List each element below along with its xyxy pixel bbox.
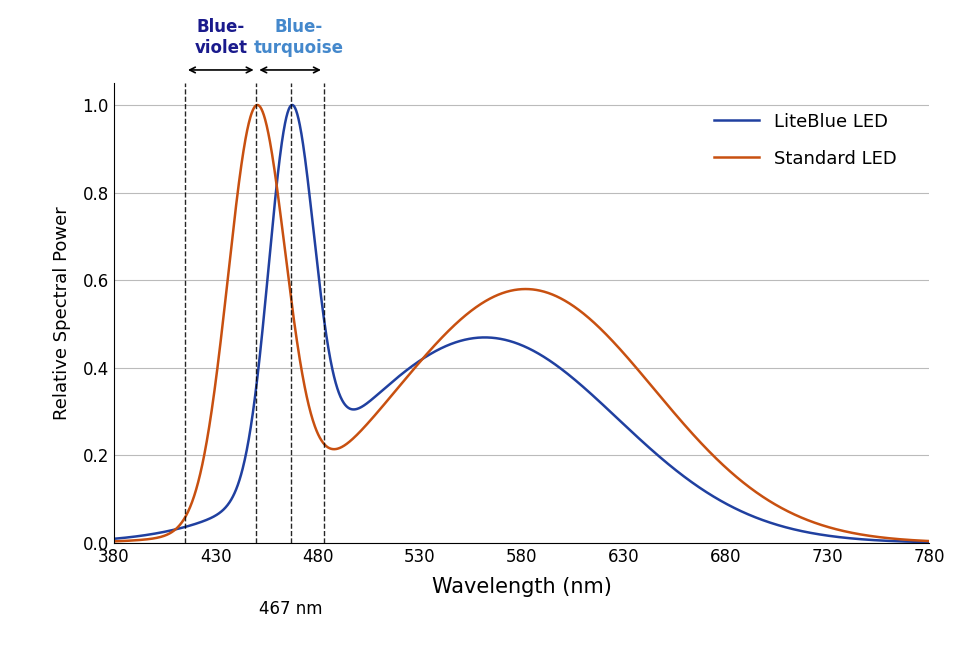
- X-axis label: Wavelength (nm): Wavelength (nm): [432, 577, 612, 597]
- Text: Blue-
turquoise: Blue- turquoise: [253, 18, 344, 57]
- LiteBlue LED: [286, 101, 298, 109]
- Line: LiteBlue LED: LiteBlue LED: [113, 105, 929, 542]
- Standard LED: [252, 101, 263, 109]
- Standard LED: [900, 535, 912, 543]
- LiteBlue LED: [108, 535, 119, 543]
- Standard LED: [483, 295, 494, 303]
- Y-axis label: Relative Spectral Power: Relative Spectral Power: [54, 206, 71, 420]
- Standard LED: [924, 537, 935, 545]
- Standard LED: [150, 534, 161, 542]
- Legend: LiteBlue LED, Standard LED: LiteBlue LED, Standard LED: [708, 106, 904, 175]
- LiteBlue LED: [505, 337, 516, 345]
- LiteBlue LED: [924, 538, 935, 546]
- Standard LED: [751, 488, 762, 496]
- LiteBlue LED: [483, 334, 494, 342]
- Standard LED: [505, 287, 516, 295]
- LiteBlue LED: [900, 537, 912, 545]
- Line: Standard LED: Standard LED: [113, 105, 929, 541]
- LiteBlue LED: [900, 537, 911, 545]
- Text: 467 nm: 467 nm: [259, 600, 323, 618]
- Text: Blue-
violet: Blue- violet: [194, 18, 248, 57]
- LiteBlue LED: [751, 513, 762, 521]
- LiteBlue LED: [150, 529, 161, 537]
- Standard LED: [900, 535, 911, 543]
- Standard LED: [108, 537, 119, 545]
